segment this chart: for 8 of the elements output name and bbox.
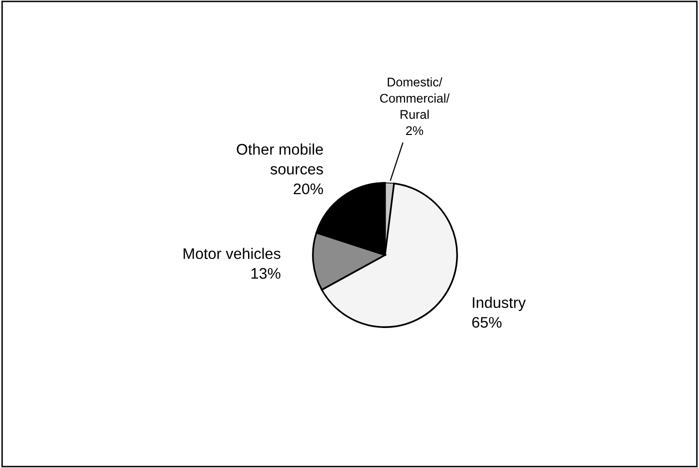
- slice-label: Motor vehicles: [184, 248, 280, 260]
- slice-label: Other mobile sources: [236, 144, 323, 175]
- data-label: 2%: [406, 126, 424, 136]
- data-label: 65%: [472, 316, 502, 328]
- slice-label: Domestic/ Commercial/ Rural: [380, 77, 450, 119]
- data-label: 20%: [294, 183, 324, 194]
- data-label: 13%: [252, 268, 280, 279]
- slice-label: Industry: [472, 296, 526, 311]
